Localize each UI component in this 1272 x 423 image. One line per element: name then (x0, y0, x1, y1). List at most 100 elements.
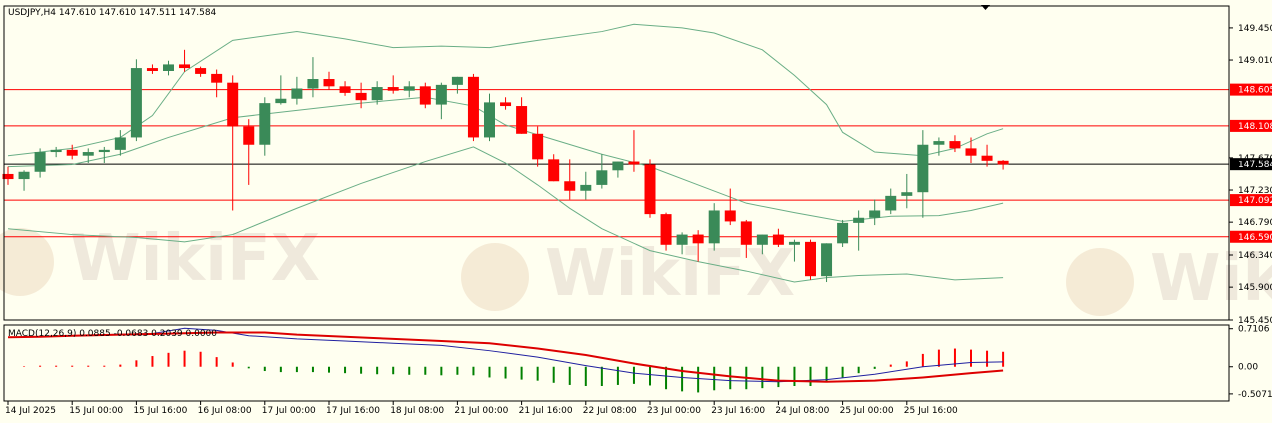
macd-panel-frame (3, 324, 1230, 402)
candle-body (628, 161, 640, 165)
candle-body (500, 102, 512, 107)
candle-body (467, 76, 479, 138)
axes: 149.450 149.010 147.670 147.230 146.790 146.3… (3, 5, 1272, 416)
candle-body (933, 141, 945, 145)
time-tick-label: 17 Jul 00:00 (262, 406, 316, 416)
sr-label-bg (1230, 230, 1272, 243)
candle-body (82, 152, 94, 156)
watermark-layer: WikiFX WikiFX WikiFX (0, 222, 1272, 316)
candle-body (692, 234, 704, 244)
candle-body (114, 137, 126, 150)
candle-body (580, 184, 592, 191)
watermark-logo (0, 228, 54, 296)
horizontal-lines: 148.605 148.108 147.092 146.590 147.584 (4, 83, 1272, 243)
candle-body (532, 133, 544, 160)
candle-body (211, 73, 223, 83)
current-price-label: 147.584 (1238, 160, 1272, 170)
candle-body (772, 234, 784, 245)
time-tick-label: 18 Jul 08:00 (390, 406, 444, 416)
candle-body (50, 149, 62, 153)
candle-body (484, 102, 495, 138)
time-tick-label: 15 Jul 16:00 (133, 406, 187, 416)
candle-body (34, 152, 46, 172)
candle-body (130, 68, 142, 138)
candle-body (805, 241, 816, 277)
time-tick-label: 17 Jul 16:00 (326, 406, 380, 416)
watermark-text: WikiFX (545, 237, 795, 311)
sr-label: 146.590 (1238, 233, 1272, 243)
candle-body (259, 103, 271, 145)
candle-body (243, 126, 255, 145)
candle-body (676, 234, 688, 245)
candles (2, 49, 1009, 283)
price-tick-label: 146.340 (1238, 251, 1272, 261)
time-tick-label: 23 Jul 16:00 (711, 406, 765, 416)
price-tick-label: 149.010 (1238, 56, 1272, 66)
candle-body (965, 148, 977, 156)
macd-layer: 0.7106 0.00 -0.5071 (7, 325, 1272, 400)
price-tick-label: 145.450 (1238, 316, 1272, 326)
candle-body (740, 221, 752, 245)
candle-body (917, 144, 929, 193)
price-tick-label: 146.790 (1238, 218, 1272, 228)
price-tick-label: 145.900 (1238, 283, 1272, 293)
candle-body (837, 222, 849, 244)
candle-body (821, 243, 833, 277)
macd-main-line (7, 327, 1004, 383)
price-tick-label: 149.450 (1238, 24, 1272, 34)
candle-body (435, 84, 447, 105)
candle-body (179, 64, 191, 69)
candle-body (997, 160, 1009, 165)
candle-body (387, 87, 399, 91)
sr-label: 148.108 (1238, 122, 1272, 132)
candle-body (516, 106, 528, 134)
candle-body (323, 79, 335, 87)
watermark-logo (461, 243, 529, 311)
candle-body (853, 217, 865, 223)
candle-body (724, 210, 736, 222)
time-tick-label: 14 Jul 2025 (5, 406, 56, 416)
candle-body (949, 141, 961, 149)
watermark-text: WikiFX (1150, 242, 1272, 316)
candle-body (564, 181, 576, 191)
candle-body (419, 86, 431, 105)
sr-label: 148.605 (1238, 86, 1272, 96)
macd-signal-line (7, 331, 1004, 383)
candle-body (708, 210, 720, 244)
macd-tick-label: -0.5071 (1238, 390, 1272, 400)
candle-body (981, 155, 993, 161)
time-tick-label: 16 Jul 08:00 (198, 406, 252, 416)
candle-body (371, 87, 383, 101)
candle-body (660, 214, 672, 245)
current-price-label-bg (1230, 158, 1272, 171)
price-tick-label: 147.670 (1238, 154, 1272, 164)
candle-body (291, 88, 303, 99)
candle-body (451, 76, 463, 85)
candle-body (788, 241, 800, 245)
sr-label: 147.092 (1238, 196, 1272, 206)
sr-label-bg (1230, 83, 1272, 96)
candle-body (2, 173, 14, 180)
symbol-title: USDJPY,H4 147.610 147.610 147.511 147.58… (8, 8, 217, 18)
candle-body (227, 82, 239, 127)
candle-body (885, 195, 897, 211)
candle-body (756, 234, 768, 245)
candle-body (98, 149, 110, 153)
candle-body (901, 192, 913, 196)
candle-body (307, 79, 319, 89)
macd-tick-label: 0.00 (1238, 363, 1258, 373)
time-tick-label: 15 Jul 00:00 (69, 406, 123, 416)
candle-body (869, 210, 881, 218)
time-tick-label: 25 Jul 16:00 (904, 406, 958, 416)
candle-body (163, 64, 174, 71)
price-tick-label: 147.230 (1238, 186, 1272, 196)
candle-body (612, 161, 624, 171)
sr-label-bg (1230, 194, 1272, 207)
time-tick-label: 22 Jul 08:00 (583, 406, 637, 416)
candle-body (195, 68, 207, 74)
watermark-logo (1066, 248, 1134, 316)
time-tick-label: 25 Jul 00:00 (840, 406, 894, 416)
shift-marker (981, 5, 990, 10)
